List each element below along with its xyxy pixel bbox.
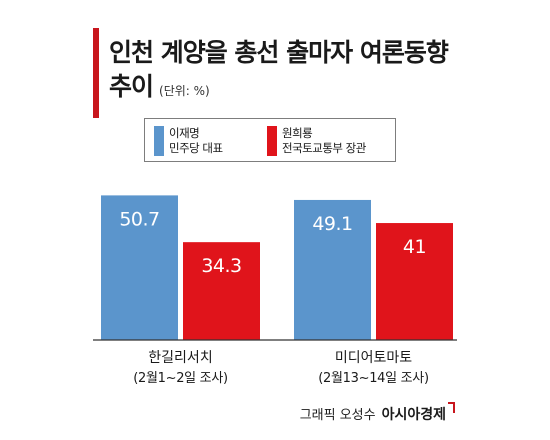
value-label-1-2: 49.1: [312, 213, 352, 235]
legend-label-2: 원희룡 전국토교통부 장관: [282, 126, 366, 155]
title-line-1: 인천 계양을 총선 출마자 여론동향: [109, 38, 449, 67]
bar-1-1: [101, 195, 178, 340]
category-note-2: (2월13~14일 조사): [318, 371, 428, 386]
bar-2-2: [376, 223, 453, 340]
value-label-1-1: 50.7: [119, 208, 159, 230]
legend-label-1: 이재명 민주당 대표: [169, 126, 223, 155]
title-line-2-text: 추이: [109, 72, 154, 101]
title-line-2: 추이 (단위: %): [109, 70, 448, 108]
legend: 이재명 민주당 대표 원희룡 전국토교통부 장관: [144, 118, 396, 162]
chart-title: 인천 계양을 총선 출마자 여론동향 추이 (단위: %): [109, 36, 449, 108]
category-label-1: 한길리서치: [148, 350, 212, 366]
brand-mark-icon: [448, 402, 455, 413]
category-label-2: 미디어토마토: [335, 350, 412, 366]
legend-item-2: 원희룡 전국토교통부 장관: [267, 126, 366, 156]
credit: 그래픽 오성수 아시아경제: [300, 402, 455, 424]
value-label-2-1: 34.3: [201, 255, 241, 277]
bar-2-1: [183, 242, 260, 340]
bar-1-2: [294, 199, 371, 340]
legend-swatch-2: [267, 126, 277, 156]
credit-brand: 아시아경제: [381, 407, 446, 423]
credit-author: 그래픽 오성수: [299, 408, 376, 423]
legend-swatch-1: [154, 126, 164, 156]
legend-item-1: 이재명 민주당 대표: [154, 126, 223, 156]
title-accent-bar: [93, 28, 99, 118]
value-label-2-2: 41: [403, 236, 426, 258]
category-note-1: (2월1~2일 조사): [133, 371, 228, 386]
unit-label: (단위: %): [159, 84, 210, 98]
